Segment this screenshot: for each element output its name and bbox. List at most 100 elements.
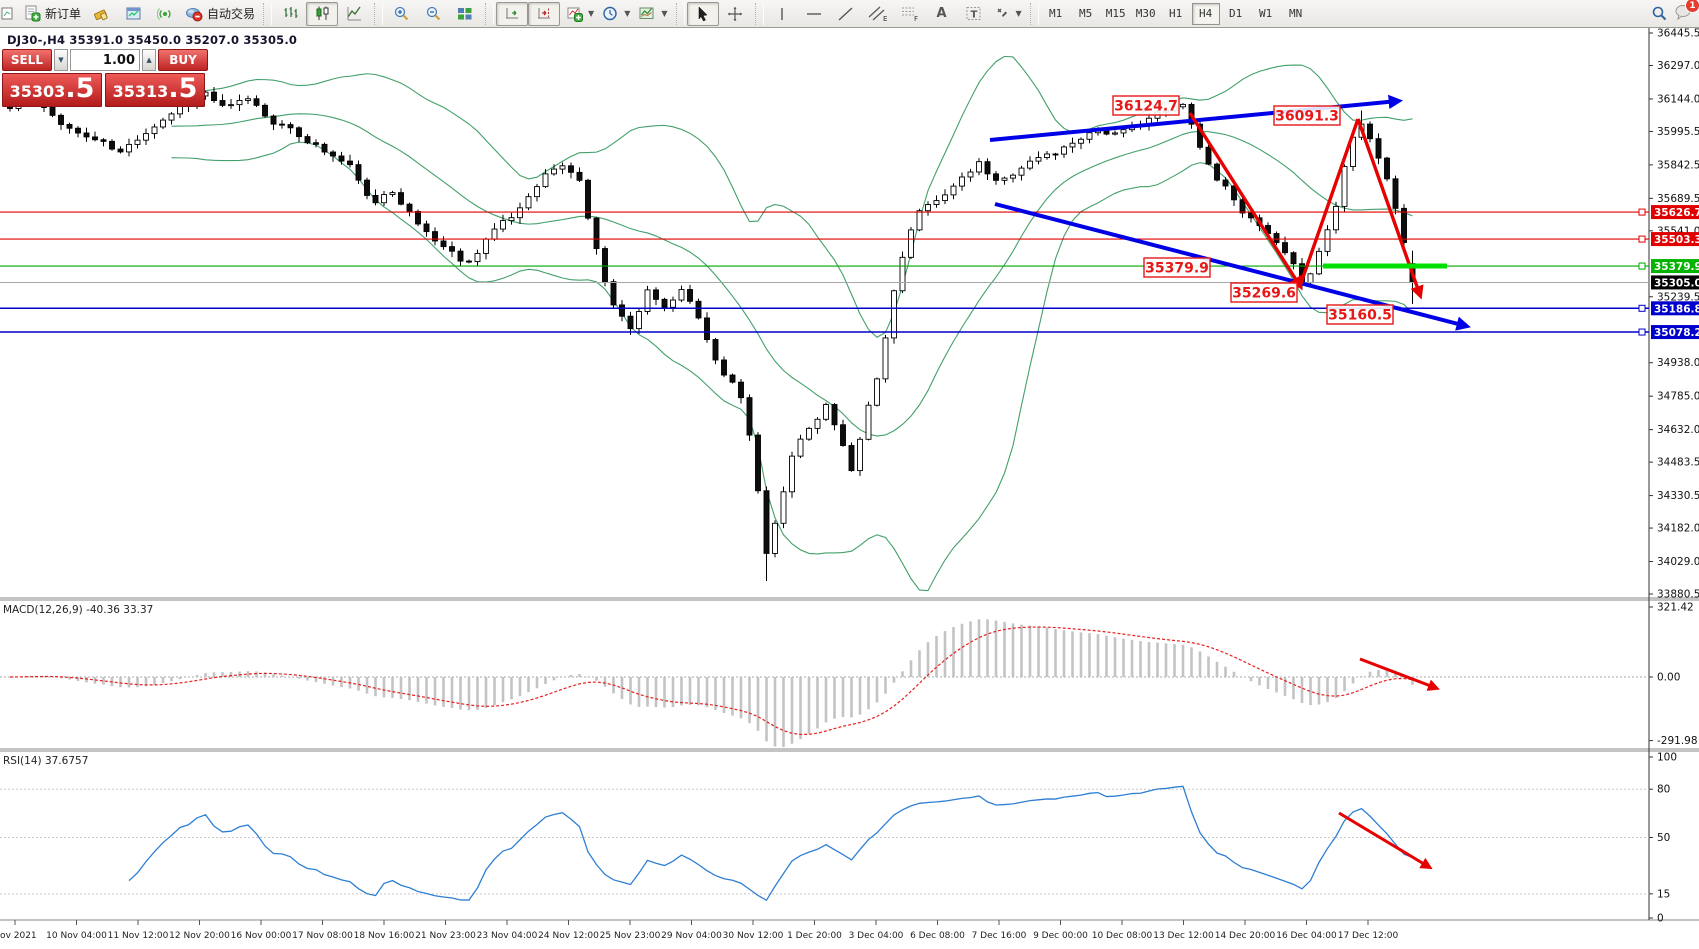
zoom-out-button[interactable] [417,2,449,26]
rsi-down-arrow[interactable] [1338,811,1433,870]
text-tool-button[interactable]: A [926,2,958,26]
zoom-in-button[interactable] [385,2,417,26]
periods-button[interactable]: ▼ [598,2,634,26]
fibonacci-button[interactable]: F [894,2,926,26]
arrows-tool-button[interactable]: ▼ [990,2,1026,26]
bearish-candle [602,248,608,283]
bearish-candle [576,171,583,181]
bearish-candle [219,100,226,106]
bearish-candle [270,115,277,125]
axis-tick-label: 34182.0 [1657,523,1699,535]
add-indicator-button[interactable]: ▼ [562,2,598,26]
timeframe-button-w1[interactable]: W1 [1259,7,1273,20]
equidistant-channel-button[interactable]: E [862,2,894,26]
new-order-button[interactable]: 新订单 [20,2,85,26]
timeframe-button-h4[interactable]: H4 [1191,2,1220,25]
signals-button[interactable] [149,2,181,26]
trendline-button[interactable] [830,2,862,26]
buy-button[interactable]: BUY [158,49,208,71]
bearish-candle [423,223,430,233]
level-line-anchor[interactable] [1638,235,1646,243]
bullish-candle [1307,273,1314,284]
volume-down-button[interactable]: ▼ [53,49,68,71]
volume-input[interactable] [70,49,140,71]
bullish-candle [517,207,523,219]
rsi-pane [0,785,1649,902]
chart-shift-button[interactable] [528,1,561,26]
bearish-candle [287,124,294,129]
price-badge-label: 35503.3 [1654,234,1699,246]
search-icon[interactable] [1651,5,1668,22]
market-watch-button[interactable] [117,2,149,26]
bullish-candle [670,299,676,308]
timeframe-button-d1[interactable]: D1 [1229,7,1243,20]
cursor-button[interactable] [686,1,719,26]
chart-canvas[interactable]: 36124.7 36091.3 35379.9 35269.6 35160.5 3644… [0,28,1699,949]
buy-price-display[interactable]: 35313.5 [105,73,205,107]
down-arrow-icon: ▼ [58,56,64,64]
rsi-axis-label: 15 [1657,888,1670,900]
bearish-candle [1239,199,1246,214]
price-annotation-box[interactable] [1143,257,1211,278]
price-annotation-box[interactable] [1326,304,1394,325]
bar-chart-button[interactable] [274,2,306,26]
bullish-candle [916,210,923,231]
bullish-candle [823,404,829,420]
auto-trading-button[interactable]: 自动交易 [181,2,259,26]
bearish-candle [840,424,846,446]
tile-windows-button[interactable] [449,2,481,26]
price-axis[interactable]: 36445.5 36297.0 36144.0 35995.5 35842.5 35689… [1649,28,1699,925]
sell-button[interactable]: SELL [2,49,52,71]
time-tick-label: 16 Dec 04:00 [1276,931,1337,941]
level-line-anchor[interactable] [1638,262,1646,270]
red-decline-arrow-2[interactable] [1356,118,1424,300]
analyst-annotations[interactable]: 36124.7 36091.3 35379.9 35269.6 35160.5 [989,94,1471,870]
timeframe-button-m30[interactable]: M30 [1135,7,1156,20]
line-chart-button[interactable] [338,2,370,26]
bullish-candle [925,204,931,212]
bullish-candle [1086,132,1093,140]
rsi-axis-label: 80 [1657,784,1670,796]
templates-button[interactable]: ▼ [634,2,671,26]
chart-symbol-title: DJ30-,H4 35391.0 35450.0 35207.0 35305.0 [7,33,298,47]
price-annotation-box[interactable] [1112,95,1180,116]
timeframe-button-m5[interactable]: M5 [1079,7,1093,20]
bullish-candle [908,229,914,258]
bullish-candle [483,238,489,254]
notifications-button[interactable]: 1 [1674,0,1699,24]
red-decline-arrow-1[interactable] [1188,112,1303,291]
chart-area[interactable]: DJ30-,H4 35391.0 35450.0 35207.0 35305.0… [0,28,1699,949]
timeframe-button-m1[interactable]: M1 [1049,7,1063,20]
macd-down-arrow[interactable] [1359,657,1440,691]
timeframe-button-h1[interactable]: H1 [1169,7,1183,20]
vertical-line-button[interactable] [766,2,798,26]
level-line-anchor[interactable] [1638,304,1646,312]
auto-scroll-button[interactable] [496,1,529,26]
bearish-candle [1214,163,1220,181]
level-line-anchor[interactable] [1638,328,1646,336]
bullish-candle [772,522,778,554]
text-label-tool-button[interactable]: T [958,2,990,26]
notification-badge: 1 [1685,0,1699,13]
timeframe-button-mn[interactable]: MN [1289,7,1303,20]
crosshair-button[interactable] [719,2,751,26]
volume-up-button[interactable]: ▲ [142,49,157,71]
bullish-candle [882,337,889,380]
sell-price-display[interactable]: 35303.5 [2,73,102,107]
price-annotation-box[interactable] [1230,282,1298,303]
price-annotation-box[interactable] [1273,105,1341,126]
timeframe-button-m15[interactable]: M15 [1105,7,1126,20]
level-line-anchor[interactable] [1638,208,1646,216]
price-badge [1651,301,1699,316]
red-rally-line[interactable] [1298,118,1360,287]
bullish-candle [126,143,132,153]
eraser-button[interactable] [85,2,117,26]
axis-tick-label: 35842.5 [1657,159,1699,171]
bullish-candle [534,186,540,198]
horizontal-line-button[interactable] [798,2,830,26]
bullish-candle [1035,157,1042,162]
new-chart-button[interactable] [0,2,20,26]
candlestick-chart-button[interactable] [306,1,339,26]
horizontal-level-lines[interactable] [0,208,1649,336]
